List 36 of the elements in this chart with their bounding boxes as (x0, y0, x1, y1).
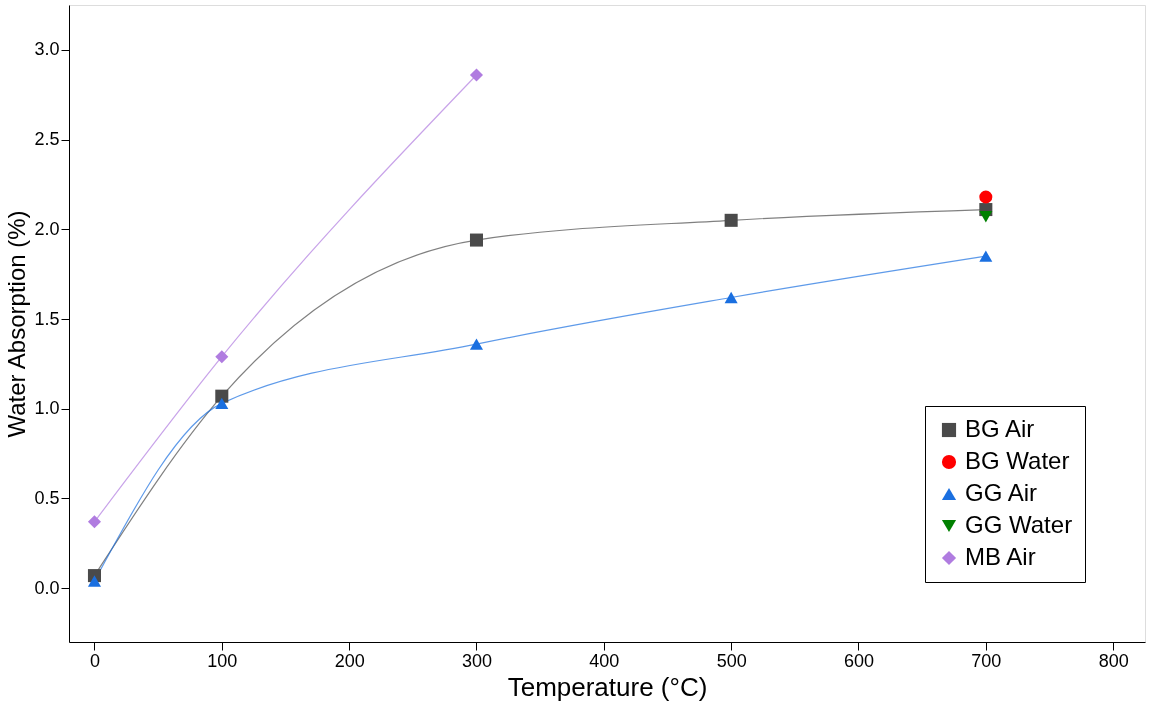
point (469, 338, 483, 350)
x-tick-label: 200 (334, 650, 365, 671)
legend-label: GG Water (965, 511, 1073, 538)
x-tick-label: 0 (89, 650, 100, 671)
y-tick-label: 0.0 (34, 577, 60, 598)
point (215, 397, 229, 409)
legend-label: MB Air (965, 543, 1036, 570)
point (87, 515, 101, 529)
y-tick-label: 1.5 (34, 308, 60, 329)
x-tick-label: 500 (716, 650, 747, 671)
x-tick-label: 100 (207, 650, 238, 671)
legend-label: BG Air (965, 415, 1035, 442)
point (469, 68, 483, 82)
legend-label: BG Water (965, 447, 1070, 474)
y-tick-label: 2.5 (34, 129, 60, 150)
y-tick-label: 2.0 (34, 218, 60, 239)
x-tick-label: 600 (843, 650, 875, 671)
y-tick-label: 3.0 (34, 39, 60, 60)
y-tick-label: 1.0 (34, 398, 60, 419)
point (724, 213, 738, 227)
point (979, 190, 993, 204)
legend-label: GG Air (965, 479, 1038, 506)
point (215, 389, 229, 403)
x-axis-title: Temperature (°C) (507, 671, 708, 702)
x-tick-label: 800 (1098, 650, 1129, 671)
point (979, 250, 993, 262)
y-tick-label: 0.5 (34, 487, 60, 508)
point (469, 233, 483, 247)
point (215, 350, 229, 364)
x-tick-label: 300 (461, 650, 492, 671)
x-tick-label: 700 (971, 650, 1002, 671)
point (979, 211, 993, 223)
x-tick-label: 400 (589, 650, 620, 671)
point (87, 575, 101, 587)
y-axis-title: Water Absorption (%) (3, 210, 31, 438)
point (724, 291, 738, 304)
